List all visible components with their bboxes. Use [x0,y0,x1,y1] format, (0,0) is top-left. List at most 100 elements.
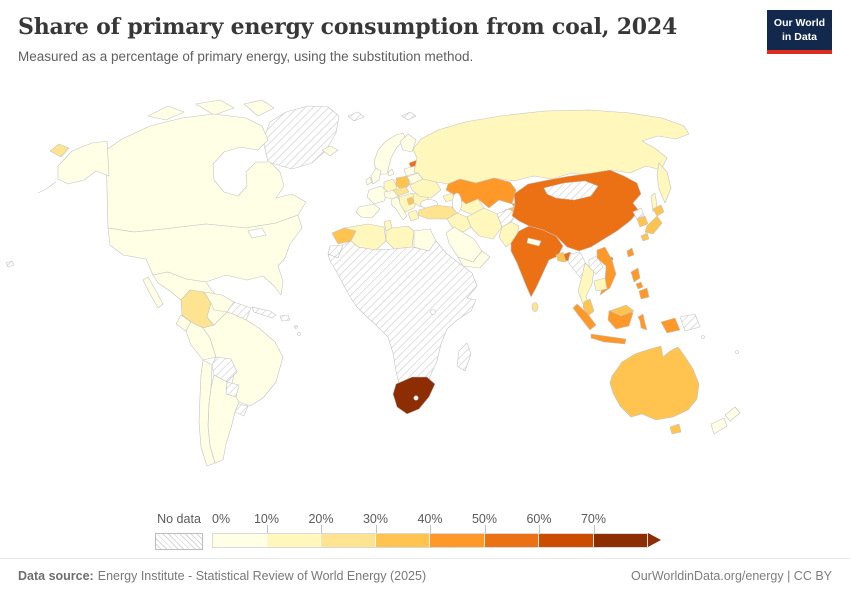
country-russia-kamchatka[interactable] [656,162,672,204]
country-libya[interactable] [385,225,415,250]
chart-header: Share of primary energy consumption from… [18,14,755,64]
owid-logo-line1: Our World [773,17,826,29]
country-brazil[interactable] [202,311,284,407]
legend-tick [266,525,268,533]
country-indonesia-java[interactable] [590,333,627,345]
country-finland[interactable] [399,133,417,153]
country-new-zealand-north[interactable] [724,406,741,422]
country-ireland[interactable] [365,176,373,186]
country-philippines-visayas[interactable] [635,281,644,290]
country-canada-islands[interactable] [243,99,275,117]
country-philippines-luzon[interactable] [630,267,641,283]
country-united-kingdom[interactable] [370,167,382,185]
legend-bin[interactable] [430,533,485,548]
legend-bin[interactable] [484,533,539,548]
country-vietnam[interactable] [596,246,617,296]
data-source-label: Data source: [18,569,94,583]
country-mexico-baja[interactable] [142,276,164,309]
country-spain-portugal[interactable] [355,203,381,219]
great-lakes [247,227,267,239]
country-nepal[interactable] [526,237,542,247]
no-data-label: No data [157,512,201,526]
lake-victoria [430,309,436,315]
country-canada-islands[interactable] [195,99,235,116]
country-north-korea[interactable] [632,207,645,220]
country-india[interactable] [510,225,564,298]
country-papua-new-guinea[interactable] [679,313,701,332]
country-iran[interactable] [466,207,503,240]
legend-tick-label: 70% [580,512,607,526]
legend-color-bar: 0% 10% 20% 30% 40% 50% 60% 70% [212,512,664,549]
country-japan-hokkaido[interactable] [652,204,665,217]
country-italy[interactable] [390,196,408,221]
country-sub-saharan-africa[interactable] [327,240,478,389]
country-south-korea[interactable] [636,215,649,228]
country-malaysia-borneo[interactable] [609,304,635,317]
country-chile[interactable] [198,359,216,467]
country-russia[interactable] [412,109,690,185]
legend-tick [593,525,595,533]
country-afghanistan[interactable] [496,208,518,228]
owid-link[interactable]: OurWorldinData.org/energy | CC BY [630,569,832,583]
country-thailand[interactable] [577,262,595,307]
country-norway-sweden[interactable] [373,132,407,175]
country-sri-lanka[interactable] [531,302,539,312]
legend-no-data[interactable]: No data [155,512,203,550]
legend-bin[interactable] [266,533,321,548]
country-alaska[interactable] [57,140,110,185]
country-hawaii[interactable] [5,260,15,268]
data-source: Data source: Energy Institute - Statistic… [18,569,426,583]
country-tasmania[interactable] [669,423,682,435]
country-russia-chukotka[interactable] [49,143,70,158]
legend-tick-label: 20% [308,512,334,526]
country-japan-kyushu[interactable] [640,232,650,242]
country-svalbard[interactable] [401,111,417,121]
country-indonesia-sumatra[interactable] [572,303,597,331]
map-legend: No data 0% 10% 20% 30% 40% 50% 60% 70% [155,512,664,550]
country-iceland[interactable] [321,145,339,157]
legend-tick [430,525,431,533]
country-philippines-mindanao[interactable] [638,287,650,300]
country-japan-honshu[interactable] [644,215,663,235]
chart-footer: Data source: Energy Institute - Statistic… [0,558,850,583]
page-title: Share of primary energy consumption from… [18,14,678,40]
legend-bin[interactable] [375,533,430,548]
country-mongolia[interactable] [543,180,599,201]
country-denmark[interactable] [387,168,395,177]
legend-bin[interactable] [212,533,267,548]
legend-bin[interactable] [539,533,594,548]
country-madagascar[interactable] [456,342,472,372]
country-south-africa[interactable] [392,376,436,415]
country-bangladesh[interactable] [555,251,567,263]
country-antilles[interactable] [297,332,301,336]
country-indonesia-sulawesi[interactable] [637,313,648,331]
country-new-zealand-south[interactable] [710,417,728,435]
legend-tick-label: 40% [417,512,443,526]
aleutian-islands [37,181,57,194]
country-australia[interactable] [609,345,700,421]
country-cuba[interactable] [251,306,277,319]
country-greece[interactable] [407,209,420,222]
legend-bin[interactable] [593,533,648,548]
pacific-island [735,350,739,354]
country-indonesia-papua[interactable] [660,317,681,334]
country-russia-sakhalin[interactable] [650,192,658,213]
country-canada-islands[interactable] [147,105,185,121]
country-greenland[interactable] [262,105,340,170]
legend-tick-label: 30% [362,512,389,526]
country-laos[interactable] [588,255,604,275]
country-cambodia[interactable] [593,277,608,292]
country-taiwan[interactable] [626,247,635,258]
country-antilles[interactable] [294,325,298,329]
country-china[interactable] [511,169,642,252]
country-france[interactable] [366,185,389,205]
owid-logo[interactable]: Our World in Data [767,10,832,55]
country-svalbard[interactable] [347,111,365,122]
page-subtitle: Measured as a percentage of primary ener… [18,49,474,64]
country-hispaniola[interactable] [279,314,291,322]
country-poland[interactable] [395,175,411,191]
country-czechia-slovakia[interactable] [392,186,410,197]
legend-bin[interactable] [321,533,376,548]
legend-arrow [648,533,661,547]
legend-tick [375,525,377,533]
